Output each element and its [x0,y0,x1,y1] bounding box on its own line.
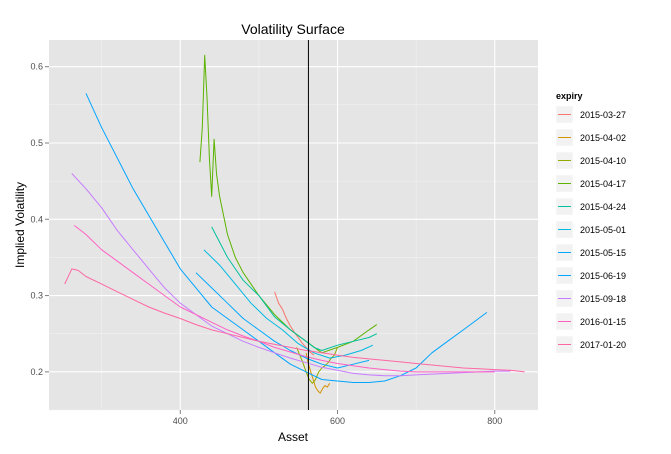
legend-item: 2015-05-15 [555,243,626,262]
series-layer [64,54,525,394]
legend-label: 2016-01-15 [580,317,626,327]
grid-major [49,40,538,410]
legend-title: expiry [556,91,583,101]
legend-item: 2015-05-01 [555,220,626,239]
legend-item: 2015-04-02 [555,128,626,147]
series-line-2015-04-02 [305,352,331,394]
y-tick-label: 0.6 [30,62,43,72]
legend-item: 2015-06-19 [555,266,626,285]
series-line-2015-09-18 [71,173,511,377]
legend-item: 2015-09-18 [555,289,626,308]
legend: expiry 2015-03-27 2015-04-02 2015-04-10 201… [555,91,626,354]
series-line-2016-01-15 [73,225,495,373]
y-tick-label: 0.3 [30,291,43,301]
series-line-2015-04-17 [199,54,378,354]
y-tick-label: 0.5 [30,138,43,148]
legend-label: 2017-01-20 [580,340,626,350]
y-tick-label: 0.2 [30,367,43,377]
y-axis-title: Implied Volatility [13,182,27,268]
x-tick-label: 600 [330,416,345,426]
x-axis-ticks: 400 600 800 [173,410,502,426]
series-line-2015-06-19 [85,93,488,383]
legend-label: 2015-04-17 [580,179,626,189]
legend-label: 2015-05-15 [580,248,626,258]
legend-label: 2015-03-27 [580,110,626,120]
plot-panel [49,40,538,410]
series-line-2017-01-20 [64,268,525,373]
legend-item: 2015-04-17 [555,174,626,193]
legend-label: 2015-04-10 [580,156,626,166]
x-axis-title: Asset [278,430,309,444]
legend-label: 2015-05-01 [580,225,626,235]
legend-item: 2015-04-24 [555,197,626,216]
legend-item: 2015-03-27 [555,105,626,124]
chart-title: Volatility Surface [241,21,345,37]
x-tick-label: 400 [173,416,188,426]
legend-label: 2015-09-18 [580,294,626,304]
legend-item: 2016-01-15 [555,312,626,331]
legend-label: 2015-06-19 [580,271,626,281]
series-line-2015-04-10 [296,347,338,384]
y-tick-label: 0.4 [30,214,43,224]
legend-label: 2015-04-02 [580,133,626,143]
legend-item: 2015-04-10 [555,151,626,170]
x-tick-label: 800 [487,416,502,426]
series-line-2015-05-01 [203,249,374,359]
y-axis-ticks: 0.2 0.3 0.4 0.5 0.6 [30,62,49,377]
grid-minor [49,40,538,411]
series-line-2015-04-24 [211,226,378,351]
legend-label: 2015-04-24 [580,202,626,212]
legend-item: 2017-01-20 [555,335,626,354]
